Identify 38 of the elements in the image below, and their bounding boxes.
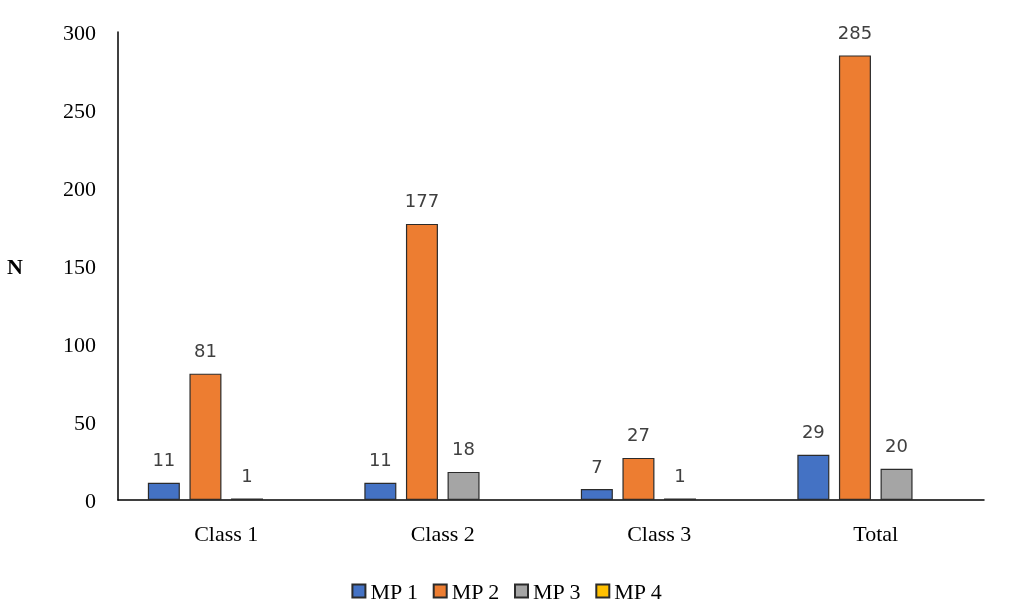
y-tick-label: 150 — [63, 253, 96, 279]
y-tick-label: 300 — [63, 19, 96, 45]
bar — [838, 55, 871, 500]
legend-label: MP 2 — [451, 578, 500, 604]
legend-label: MP 1 — [370, 578, 418, 604]
bar — [189, 373, 222, 500]
data-label: 27 — [627, 424, 650, 446]
data-label: 81 — [194, 340, 217, 362]
data-label: 7 — [591, 455, 603, 477]
bar — [147, 482, 180, 500]
data-label: 285 — [837, 21, 873, 43]
legend-label: MP 4 — [614, 578, 662, 604]
data-label: 177 — [404, 190, 440, 212]
data-label: 1 — [241, 464, 253, 486]
bar — [880, 468, 913, 500]
y-axis-title: N — [7, 253, 24, 279]
bar — [447, 471, 480, 500]
data-label: 1 — [674, 464, 686, 486]
data-label: 29 — [801, 421, 825, 443]
data-label: 20 — [885, 435, 908, 457]
legend-label: MP 3 — [533, 578, 581, 604]
x-tick-label: Class 1 — [194, 520, 259, 546]
y-tick-label: 100 — [63, 331, 96, 357]
y-tick-label: 200 — [63, 175, 96, 201]
x-tick-label: Total — [853, 520, 899, 546]
x-tick-label: Class 3 — [627, 520, 692, 546]
y-tick-label: 0 — [85, 487, 96, 513]
data-label: 18 — [452, 438, 475, 460]
bar — [364, 482, 397, 500]
bar — [797, 454, 830, 500]
data-label: 11 — [152, 449, 176, 471]
x-tick-label: Class 2 — [410, 520, 475, 546]
bar — [580, 489, 613, 500]
y-tick-label: 50 — [74, 409, 96, 435]
data-label: 11 — [368, 449, 392, 471]
y-tick-label: 250 — [63, 97, 96, 123]
bar — [622, 457, 655, 500]
bar — [405, 223, 438, 500]
